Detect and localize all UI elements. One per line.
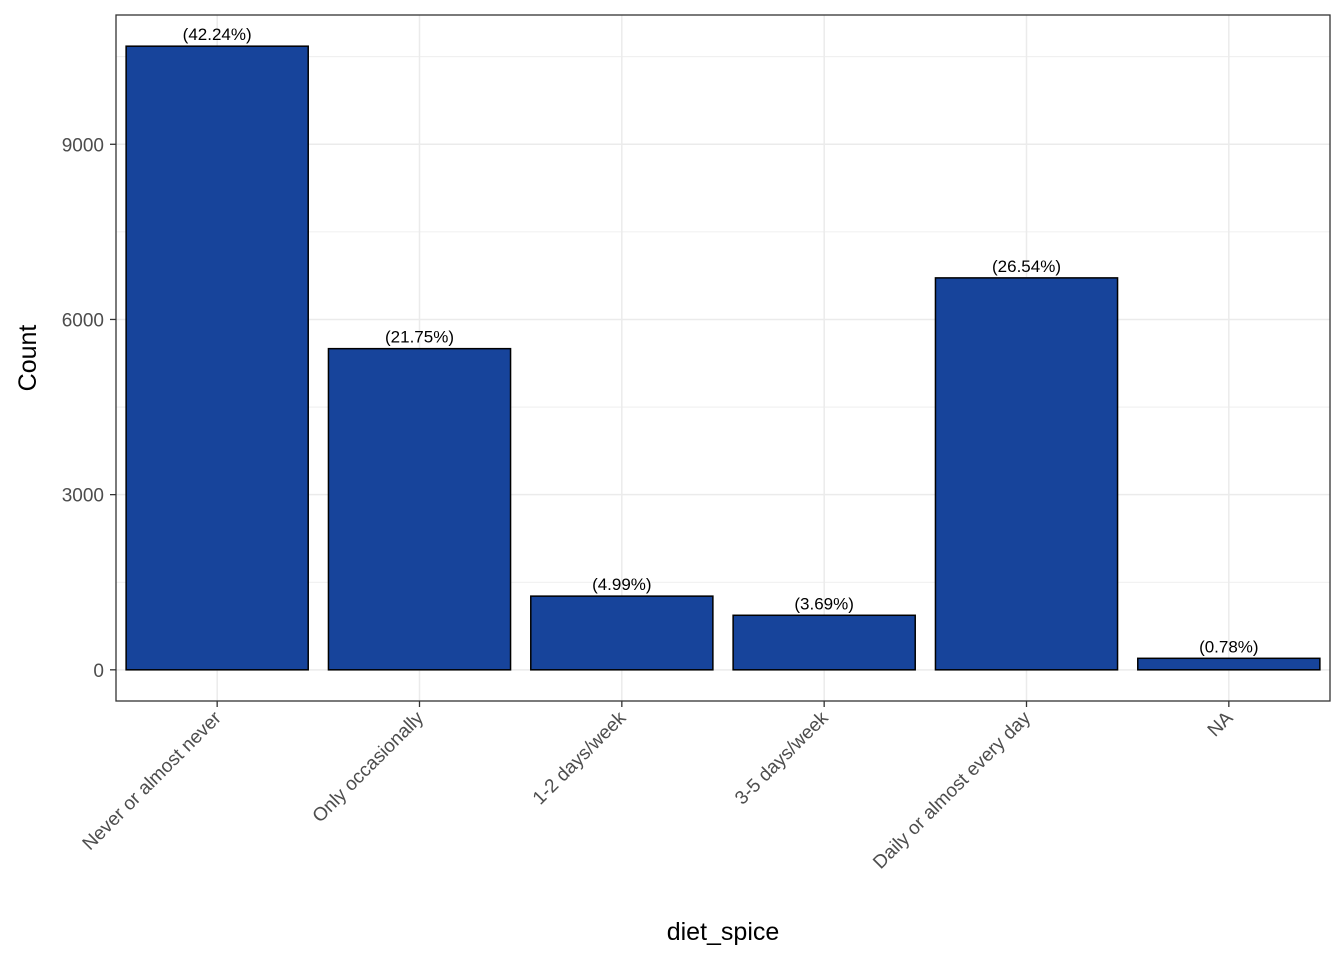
y-tick-label: 9000 — [62, 135, 104, 156]
bar-data-label: (21.75%) — [385, 328, 454, 347]
bar — [327, 347, 512, 671]
bar-data-label: (26.54%) — [992, 257, 1061, 276]
bar-data-label: (42.24%) — [183, 25, 252, 44]
x-tick-label: Never or almost never — [79, 707, 226, 854]
bar — [1137, 657, 1321, 671]
x-tick-label: Daily or almost every day — [869, 707, 1035, 873]
y-tick-label: 0 — [93, 661, 104, 682]
bar-data-label: (0.78%) — [1199, 637, 1259, 656]
x-tick-label: NA — [1204, 707, 1238, 741]
bar-data-label: (3.69%) — [794, 594, 854, 613]
y-axis: 0 3000 6000 9000 — [62, 135, 116, 682]
x-axis: Never or almost never Only occasionally 1-… — [79, 701, 1238, 873]
bar — [934, 277, 1119, 671]
bar-data-label: (4.99%) — [592, 575, 652, 594]
y-tick-label: 3000 — [62, 486, 104, 507]
x-axis-title: diet_spice — [667, 918, 780, 946]
y-tick-label: 6000 — [62, 310, 104, 331]
x-tick-label: 3-5 days/week — [731, 707, 833, 809]
data-labels: (42.24%) (21.75%) (4.99%) (3.69%) (26.54%) (0… — [183, 25, 1259, 656]
y-axis-title: Count — [14, 325, 42, 392]
bar — [125, 45, 309, 671]
x-tick-label: 1-2 days/week — [529, 707, 631, 809]
bars — [125, 45, 1321, 671]
bar — [732, 614, 916, 671]
x-tick-label: Only occasionally — [309, 707, 429, 827]
panel-border — [115, 14, 1331, 702]
bar — [530, 595, 714, 671]
